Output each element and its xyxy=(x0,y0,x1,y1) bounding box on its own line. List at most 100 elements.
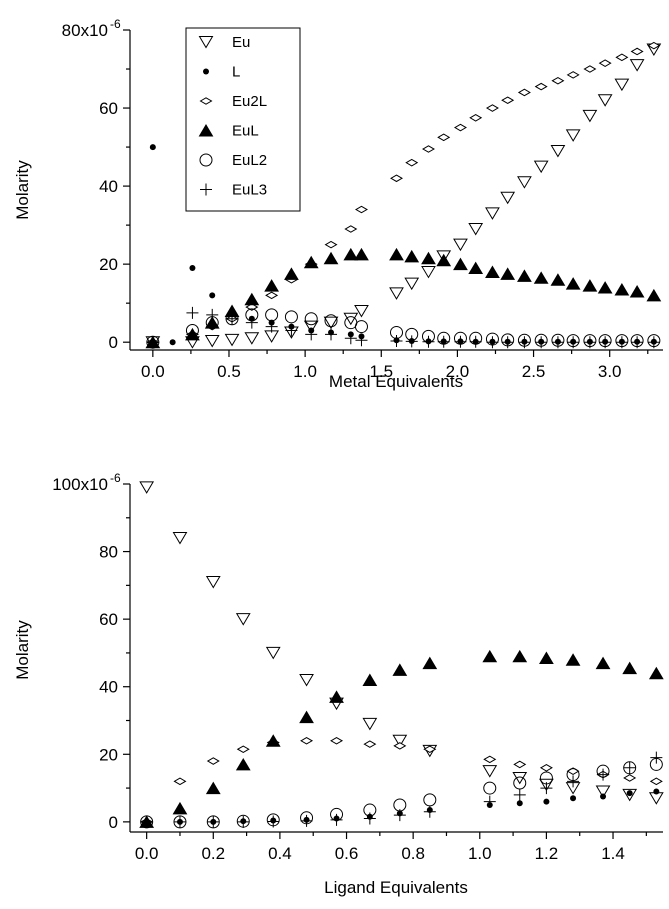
point-eul2 xyxy=(185,323,199,337)
point-eul3 xyxy=(206,308,219,321)
point-eu2l xyxy=(453,123,467,132)
x-tick-label: 2.0 xyxy=(446,362,470,381)
point-l xyxy=(626,790,633,797)
point-eul xyxy=(539,651,554,664)
point-eul xyxy=(421,251,436,265)
point-eu xyxy=(244,332,260,345)
point-eul3 xyxy=(265,320,278,333)
point-eu xyxy=(517,176,532,189)
point-eul3 xyxy=(623,761,636,774)
x-tick-label: 1.4 xyxy=(601,844,625,863)
point-eul3 xyxy=(285,324,298,337)
point-eu2l xyxy=(324,240,338,249)
point-eul3 xyxy=(355,334,368,347)
point-l xyxy=(653,788,660,795)
x-tick-label: 1.0 xyxy=(293,362,317,381)
point-eu xyxy=(299,673,314,687)
point-eul3 xyxy=(437,335,450,348)
point-eul xyxy=(329,690,344,703)
data-marks xyxy=(139,481,664,829)
legend-marker-eul2 xyxy=(199,153,213,167)
x-ticks: 0.0 0.5 1.0 1.5 2.0 2.5 3.0 xyxy=(141,350,649,381)
point-eu xyxy=(595,785,611,798)
x-axis-title: Ligand Equivalents xyxy=(324,878,468,897)
point-eul3 xyxy=(583,336,596,349)
point-eul3 xyxy=(486,336,499,349)
point-eul xyxy=(343,247,359,261)
point-eul xyxy=(485,265,500,278)
legend-item-eul3: EuL3 xyxy=(200,182,267,199)
y-axis-title: Molarity xyxy=(13,160,32,220)
point-eul2 xyxy=(423,793,437,807)
point-eul3 xyxy=(567,775,580,788)
point-eul3 xyxy=(237,815,250,828)
point-eul xyxy=(512,649,528,663)
point-eu2l xyxy=(534,82,548,91)
point-eul xyxy=(482,649,498,663)
legend-label: Eu xyxy=(232,34,250,51)
point-eu xyxy=(533,160,549,174)
point-eul3 xyxy=(186,306,199,319)
point-eu xyxy=(235,613,251,626)
point-eu2l xyxy=(423,745,437,754)
x-axis-title: Metal Equivalents xyxy=(329,372,463,391)
point-eul xyxy=(648,666,664,680)
point-l xyxy=(169,339,176,346)
point-eu2l xyxy=(173,777,187,786)
point-eul xyxy=(629,284,645,298)
point-eu xyxy=(582,109,598,123)
series-eu xyxy=(139,481,664,805)
y-tick-label: 0 xyxy=(109,813,118,832)
point-eul3 xyxy=(393,809,406,822)
point-eu2l xyxy=(539,764,553,772)
y-ticks: 0 20 40 60 80 100x10 -6 xyxy=(52,471,130,832)
point-eul xyxy=(622,661,638,675)
point-eul xyxy=(404,249,420,263)
point-eul3 xyxy=(551,336,564,349)
point-eul xyxy=(392,663,408,676)
point-eul xyxy=(597,281,613,294)
point-eu2l xyxy=(630,47,644,56)
legend-item-eul: EuL xyxy=(198,123,259,140)
point-eul xyxy=(354,247,369,261)
point-eul3 xyxy=(344,332,357,345)
x-tick-label: 0.2 xyxy=(201,844,225,863)
point-eu xyxy=(421,265,436,279)
point-eul xyxy=(264,279,280,292)
point-eu xyxy=(354,304,369,318)
y-tick-label: 80x10 xyxy=(62,21,108,40)
series-eul3 xyxy=(146,306,660,349)
point-eu xyxy=(404,277,420,291)
legend-label: Eu2L xyxy=(232,93,267,110)
point-eul3 xyxy=(146,336,159,349)
x-tick-label: 1.2 xyxy=(535,844,559,863)
point-eul3 xyxy=(245,316,258,329)
point-eul3 xyxy=(647,336,660,349)
x-ticks: 0.0 0.2 0.4 0.6 0.8 1.0 1.2 1.4 xyxy=(135,832,647,863)
point-eu2l xyxy=(649,777,663,786)
point-eul2 xyxy=(483,781,497,795)
point-l xyxy=(209,292,216,299)
x-tick-label: 3.0 xyxy=(598,362,622,381)
point-eul2 xyxy=(284,310,298,324)
point-eul xyxy=(533,271,549,284)
legend-item-l: L xyxy=(203,64,240,81)
point-eul xyxy=(303,255,319,269)
point-eu2l xyxy=(623,774,637,782)
point-eu2l xyxy=(405,158,419,167)
point-eu xyxy=(392,734,408,748)
point-eu xyxy=(629,59,645,72)
y-tick-exponent: -6 xyxy=(110,17,121,31)
point-eul3 xyxy=(599,336,612,349)
point-eu2l xyxy=(501,96,515,105)
y-tick-label: 60 xyxy=(99,610,118,629)
x-tick-label: 0.0 xyxy=(135,844,159,863)
legend-marker-eul3 xyxy=(200,183,212,196)
legend-label: EuL2 xyxy=(232,152,267,169)
point-eul3 xyxy=(325,328,338,341)
point-eul3 xyxy=(650,751,663,764)
point-eul3 xyxy=(267,815,280,828)
point-eul xyxy=(468,261,484,275)
legend-box xyxy=(185,27,301,212)
